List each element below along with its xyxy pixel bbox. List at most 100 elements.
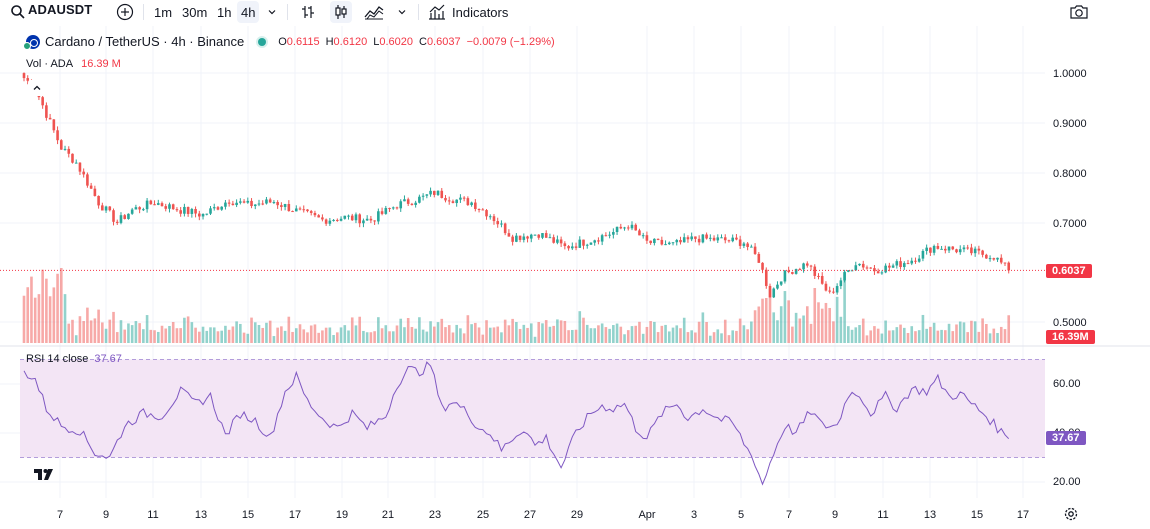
candle-body	[839, 280, 843, 287]
candle-body	[239, 201, 242, 203]
volume-bar	[906, 332, 910, 343]
tradingview-logo[interactable]	[33, 465, 55, 483]
volume-bar	[682, 317, 686, 343]
candle-body	[791, 272, 794, 274]
volume-bar	[268, 320, 272, 343]
time-tick: 11	[877, 509, 889, 521]
volume-bar	[623, 334, 626, 343]
candle-body	[287, 204, 291, 212]
area-style-button[interactable]	[363, 1, 385, 23]
volume-legend[interactable]: Vol · ADA 16.39 M	[26, 58, 121, 70]
interval-30m-button[interactable]: 30m	[182, 4, 208, 20]
collapse-legend-button[interactable]	[28, 80, 46, 96]
candle-body	[884, 265, 887, 273]
chart-type-dropdown[interactable]	[391, 1, 413, 23]
candle-body	[757, 253, 761, 263]
volume-bar	[914, 331, 917, 343]
candle-body	[649, 240, 652, 244]
candle-body	[298, 208, 302, 210]
indicators-button[interactable]: Indicators	[428, 1, 508, 23]
volume-bar	[824, 302, 828, 343]
candle-body	[854, 265, 858, 271]
candle-body	[414, 202, 417, 205]
candle-body	[608, 234, 611, 236]
snapshot-button[interactable]	[1068, 1, 1090, 23]
volume-bar	[500, 332, 503, 343]
volume-bar	[276, 327, 279, 343]
interval-1m-button[interactable]: 1m	[154, 4, 173, 20]
chart-settings-gear-icon[interactable]	[1063, 506, 1079, 522]
symbol-search-field[interactable]: ADAUSDT	[28, 2, 93, 17]
time-tick: 25	[476, 509, 490, 521]
volume-bar	[60, 268, 63, 343]
volume-bar	[832, 321, 835, 343]
candle-body	[22, 73, 26, 79]
volume-bar	[78, 316, 82, 343]
candle-body	[56, 130, 59, 141]
rsi-value: 37.67	[94, 353, 122, 365]
volume-bar	[571, 329, 574, 343]
volume-bar	[947, 323, 951, 343]
candle-body	[93, 188, 97, 196]
volume-bar	[735, 330, 738, 343]
candle-body	[917, 258, 921, 262]
candle-body	[168, 204, 171, 209]
candle-body	[403, 199, 406, 202]
volume-bar	[26, 287, 30, 343]
volume-bar	[231, 326, 235, 343]
candle-body	[212, 207, 216, 209]
volume-bar	[727, 335, 731, 343]
candle-body	[716, 237, 720, 241]
candle-body	[891, 265, 895, 268]
candle-body	[899, 261, 902, 268]
volume-bar	[787, 300, 790, 343]
volume-bar	[373, 331, 376, 343]
volume-bar	[720, 333, 723, 343]
interval-1h-button[interactable]: 1h	[217, 4, 232, 20]
volume-bar	[806, 306, 809, 343]
volume-bar	[101, 322, 104, 343]
volume-bar	[679, 328, 682, 343]
volume-bar	[578, 311, 582, 343]
interval-4h-button[interactable]: 4h	[237, 1, 260, 23]
candle-body	[977, 248, 981, 251]
bar-style-button[interactable]	[297, 1, 319, 23]
candle-body	[809, 265, 813, 267]
candle-body	[750, 246, 753, 248]
compare-symbol-button[interactable]	[114, 1, 136, 23]
volume-bar	[750, 321, 753, 343]
volume-bar	[973, 321, 977, 343]
volume-bar	[757, 306, 761, 343]
candle-body	[112, 210, 115, 222]
candle-body	[802, 263, 805, 270]
volume-bar	[56, 273, 59, 343]
candle-body	[108, 206, 112, 211]
volume-bar	[459, 328, 462, 343]
search-icon[interactable]	[10, 4, 26, 20]
candle-body	[518, 235, 522, 240]
volume-bar	[556, 319, 559, 343]
volume-bar	[608, 328, 611, 343]
candle-body	[921, 250, 925, 259]
market-status-icon[interactable]	[258, 37, 267, 46]
candle-body	[932, 245, 936, 253]
interval-dropdown[interactable]	[261, 1, 283, 23]
candle-body	[67, 148, 71, 154]
candle-body	[634, 224, 638, 231]
candle-body	[705, 234, 708, 239]
volume-bar	[645, 326, 649, 343]
candle-body	[265, 199, 268, 204]
series-title[interactable]: Cardano / TetherUS · 4h · Binance	[45, 34, 245, 49]
volume-bar	[227, 329, 231, 343]
candles-style-button[interactable]	[330, 1, 352, 23]
volume-bar	[309, 325, 313, 343]
candle-body	[86, 174, 89, 186]
volume-bar	[216, 331, 220, 343]
candle-body	[283, 204, 287, 207]
candle-body	[794, 269, 798, 274]
rsi-legend[interactable]: RSI 14 close 37.67	[26, 353, 122, 365]
volume-bar	[977, 331, 981, 343]
candle-body	[832, 291, 835, 293]
volume-bar	[649, 321, 652, 343]
